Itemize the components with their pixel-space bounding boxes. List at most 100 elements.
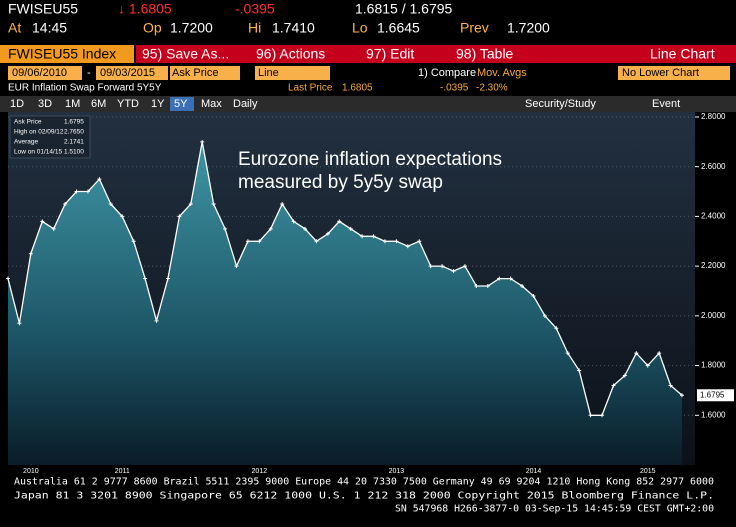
op-label: Op xyxy=(143,20,162,36)
lower[interactable]: No Lower Chart xyxy=(622,67,699,79)
last: ↓ 1.6805 xyxy=(118,1,172,17)
point-marker xyxy=(485,284,490,289)
point-marker xyxy=(97,177,102,182)
info-change: -.0395 xyxy=(440,83,469,94)
period-button[interactable]: 1Y xyxy=(151,98,165,110)
style-box[interactable] xyxy=(255,66,330,80)
actions[interactable]: 96) Actions xyxy=(256,46,325,62)
lo: 1.6645 xyxy=(377,20,420,36)
point-marker xyxy=(188,201,193,206)
point-marker xyxy=(451,269,456,274)
period-button[interactable]: 5Y xyxy=(174,98,188,110)
legend-value: 1.5100 xyxy=(64,149,84,156)
point-marker xyxy=(51,226,56,231)
start-box[interactable] xyxy=(8,66,82,80)
x-tick-label: 2010 xyxy=(23,468,39,475)
security[interactable]: FWISEU55 Index xyxy=(8,46,116,62)
last-price: 1.6805 xyxy=(342,83,373,94)
style[interactable]: Line xyxy=(258,67,279,79)
x-tick-label: 2015 xyxy=(640,468,656,475)
bid-ask: 1.6815 / 1.6795 xyxy=(355,1,453,17)
point-marker xyxy=(405,244,410,249)
end-box[interactable] xyxy=(96,66,168,80)
point-marker xyxy=(40,219,45,224)
field[interactable]: Ask Price xyxy=(172,67,218,79)
annotation: measured by 5y5y swap xyxy=(238,172,443,193)
chart-type[interactable]: Line Chart xyxy=(650,46,715,62)
period-button[interactable]: 3D xyxy=(38,98,52,110)
point-marker xyxy=(200,139,205,144)
point-marker xyxy=(280,201,285,206)
change: -.0395 xyxy=(235,1,275,17)
last-value-box xyxy=(697,389,734,402)
legend-label: Low on 01/14/15 xyxy=(14,149,62,156)
point-marker xyxy=(645,363,650,368)
point-marker xyxy=(223,226,228,231)
point-marker xyxy=(268,226,273,231)
period-bar xyxy=(0,96,736,112)
hi: 1.7410 xyxy=(272,20,315,36)
point-marker xyxy=(565,351,570,356)
edit[interactable]: 97) Edit xyxy=(366,46,414,62)
legend-label: High on 02/09/12 xyxy=(14,129,64,136)
prev: 1.7200 xyxy=(507,20,550,36)
point-marker xyxy=(28,251,33,256)
legend-value: 2.1741 xyxy=(64,139,84,146)
end[interactable]: 09/03/2015 xyxy=(100,67,155,79)
period-button[interactable]: Max xyxy=(201,98,222,110)
period-button[interactable]: 6M xyxy=(91,98,106,110)
info-change-pct: -2.30% xyxy=(476,83,508,94)
point-marker xyxy=(17,321,22,326)
last-price-label: Last Price xyxy=(288,83,333,94)
point-marker xyxy=(63,201,68,206)
point-marker xyxy=(542,313,547,318)
point-marker xyxy=(6,276,10,281)
point-marker xyxy=(394,239,399,244)
table[interactable]: 98) Table xyxy=(456,46,514,62)
last-value-label: 1.6795 xyxy=(700,390,725,399)
legend-value: 1.6795 xyxy=(64,119,84,126)
period-button[interactable]: 1M xyxy=(65,98,80,110)
point-marker xyxy=(474,284,479,289)
point-marker xyxy=(508,276,513,281)
lower-box[interactable] xyxy=(618,66,730,80)
point-marker xyxy=(303,226,308,231)
point-marker xyxy=(531,293,536,298)
period-button[interactable]: YTD xyxy=(117,98,139,110)
point-marker xyxy=(108,201,113,206)
legend-label: Ask Price xyxy=(14,119,42,126)
security-box[interactable] xyxy=(0,45,134,63)
legend-value: 2.7650 xyxy=(64,129,84,136)
x-tick-label: 2011 xyxy=(115,468,130,475)
y-tick-label: 1.8000 xyxy=(701,361,726,370)
footer-line: Australia 61 2 9777 8600 Brazil 5511 239… xyxy=(14,477,714,488)
point-marker xyxy=(371,234,376,239)
period-button[interactable]: Daily xyxy=(233,98,258,110)
description: EUR Inflation Swap Forward 5Y5Y xyxy=(8,83,162,94)
point-marker xyxy=(360,234,365,239)
point-marker xyxy=(657,351,662,356)
x-tick-label: 2014 xyxy=(526,468,542,475)
period-button[interactable]: 1D xyxy=(10,98,24,110)
y-tick-label: 2.4000 xyxy=(701,212,726,221)
point-marker xyxy=(680,393,684,398)
line xyxy=(7,141,683,416)
mov-avgs[interactable]: Mov. Avgs xyxy=(477,67,527,79)
y-tick-label: 1.6000 xyxy=(701,410,726,419)
study[interactable]: Security/Study xyxy=(525,98,596,110)
compare[interactable]: 1) Compare xyxy=(418,67,476,79)
point-marker xyxy=(120,214,125,219)
legend-box xyxy=(9,115,91,159)
annotation: Eurozone inflation expectations xyxy=(238,149,502,170)
point-marker xyxy=(497,276,502,281)
event[interactable]: Event xyxy=(652,98,680,110)
menu-bar xyxy=(136,45,736,63)
field-box[interactable] xyxy=(170,66,240,80)
dash: - xyxy=(87,67,91,79)
point-marker xyxy=(417,239,422,244)
y-tick-label: 2.2000 xyxy=(701,261,726,270)
point-marker xyxy=(588,413,593,418)
start[interactable]: 09/06/2010 xyxy=(12,67,67,79)
save[interactable]: 95) Save As... xyxy=(142,46,229,62)
